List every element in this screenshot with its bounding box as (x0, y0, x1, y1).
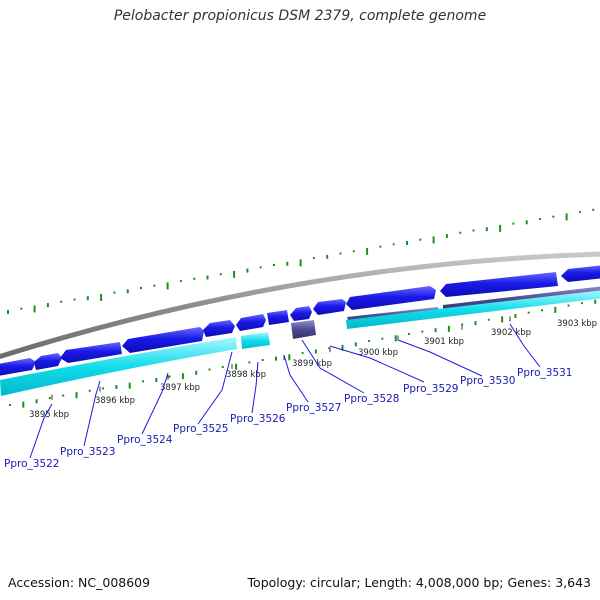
topology-label: Topology: (247, 575, 307, 590)
gene-arrow[interactable] (267, 310, 289, 325)
kbp-label: 3897 kbp (160, 383, 200, 393)
leader-line (251, 361, 259, 414)
gene-label-ppro-3528[interactable]: Ppro_3528 (344, 393, 399, 405)
leader-line (509, 323, 541, 368)
leader-line (329, 345, 425, 383)
kbp-label: 3902 kbp (491, 328, 531, 338)
cds-segment[interactable] (0, 337, 237, 396)
leader-line (301, 339, 365, 394)
accession-value: NC_008609 (78, 575, 151, 590)
leader-line (83, 380, 101, 447)
stats-separator: ; (499, 575, 504, 590)
gene-arrow[interactable] (290, 306, 312, 321)
gene-arrow[interactable] (440, 272, 558, 297)
leader-line (197, 351, 233, 425)
stats-separator: ; (356, 575, 361, 590)
length-value: 4,008,000 bp (415, 575, 500, 590)
gene-label-ppro-3524[interactable]: Ppro_3524 (117, 434, 173, 446)
gene-label-ppro-3525[interactable]: Ppro_3525 (173, 423, 228, 435)
leader-line (29, 403, 53, 459)
gene-arrow[interactable] (60, 342, 122, 363)
gene-labels: Ppro_3522 Ppro_3523 Ppro_3524 Ppro_3525 … (4, 367, 572, 470)
gene-leader-lines (29, 323, 541, 459)
forward-strand-genes (0, 265, 600, 376)
gene-label-ppro-3529[interactable]: Ppro_3529 (403, 383, 458, 395)
leader-line (141, 372, 169, 435)
gene-arrow[interactable] (236, 314, 266, 331)
map-title: Pelobacter propionicus DSM 2379, complet… (113, 8, 487, 24)
genes-value: 3,643 (555, 575, 591, 590)
leader-line (283, 354, 309, 403)
gene-label-ppro-3531[interactable]: Ppro_3531 (517, 367, 572, 379)
gc-skew-ticks-top (7, 208, 595, 314)
kbp-label: 3903 kbp (557, 319, 597, 329)
topology-value: circular (310, 575, 357, 590)
gene-arrow[interactable] (0, 358, 36, 376)
genes-label: Genes: (507, 575, 552, 590)
accession-info: Accession: NC_008609 (8, 575, 150, 590)
kbp-label: 3900 kbp (358, 348, 398, 358)
gene-label-ppro-3526[interactable]: Ppro_3526 (230, 413, 286, 425)
cds-segment[interactable] (241, 332, 270, 349)
gene-arrow[interactable] (346, 286, 436, 310)
genome-backbone (0, 251, 600, 360)
kbp-label: 3899 kbp (292, 359, 332, 369)
gc-skew-ticks-bottom (9, 299, 597, 408)
gene-label-ppro-3523[interactable]: Ppro_3523 (60, 446, 115, 458)
gene-arrow[interactable] (34, 353, 62, 370)
length-label: Length: (364, 575, 412, 590)
gene-arrow[interactable] (561, 265, 600, 282)
kbp-label: 3901 kbp (424, 337, 464, 347)
gene-arrow[interactable] (291, 320, 316, 339)
kbp-label: 3895 kbp (29, 410, 69, 420)
gene-arrow[interactable] (203, 320, 235, 337)
kbp-labels: 3895 kbp 3896 kbp 3897 kbp 3898 kbp 3899… (29, 319, 597, 420)
genome-stats: Topology: circular; Length: 4,008,000 bp… (248, 575, 591, 590)
gene-label-ppro-3527[interactable]: Ppro_3527 (286, 402, 341, 414)
gene-arrow[interactable] (122, 327, 204, 353)
gene-label-ppro-3530[interactable]: Ppro_3530 (460, 375, 515, 387)
leader-line (397, 339, 483, 377)
cds-track (0, 290, 600, 396)
gene-arrow[interactable] (313, 299, 346, 315)
gene-label-ppro-3522[interactable]: Ppro_3522 (4, 458, 59, 470)
cds-segment[interactable] (346, 290, 600, 329)
kbp-label: 3896 kbp (95, 396, 135, 406)
kbp-label: 3898 kbp (226, 370, 266, 380)
accession-label: Accession: (8, 575, 75, 590)
